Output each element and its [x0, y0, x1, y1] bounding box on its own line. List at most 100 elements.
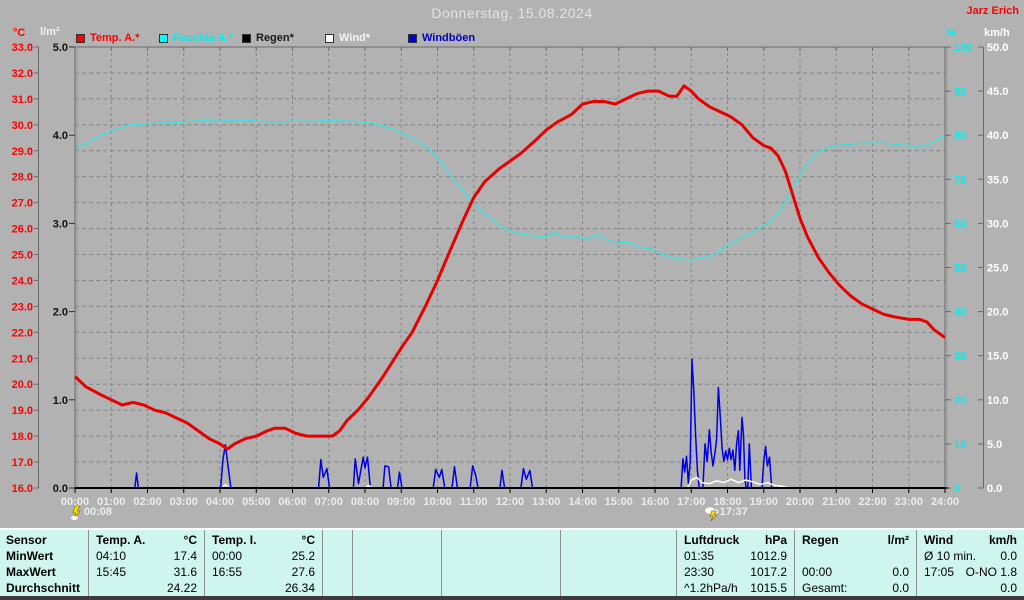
svg-text:70: 70	[954, 174, 966, 186]
series-wind_gusts	[75, 358, 945, 489]
stats-cell	[323, 580, 352, 596]
event-marker: 17:37	[704, 506, 748, 521]
stats-col-luftdruck: Luftdruck hPa 01:35 1012.9 23:30 1017.2 ^1.2hP…	[676, 530, 794, 596]
stats-cell	[323, 548, 352, 564]
stats-cell	[442, 532, 560, 548]
stats-col-empty-5	[560, 530, 676, 596]
page-title: Donnerstag, 15.08.2024	[431, 5, 593, 21]
stats-cell: Gesamt: 0.0	[802, 581, 909, 595]
gusts-series-swatch-icon	[408, 33, 417, 43]
svg-text:16:00: 16:00	[641, 496, 669, 508]
svg-text:0.0: 0.0	[987, 483, 1002, 495]
wind-axis-unit: km/h	[984, 27, 1010, 39]
series-humidity	[74, 119, 946, 261]
svg-text:17.0: 17.0	[12, 457, 33, 469]
legend-label: Feuchte A.*	[173, 32, 234, 44]
svg-text:20.0: 20.0	[987, 307, 1008, 319]
stats-cell: 01:35 1012.9	[684, 549, 787, 563]
svg-text:1.0: 1.0	[53, 395, 68, 407]
cloud-lightning-icon	[704, 507, 719, 521]
stats-cell: 16:55 27.6	[212, 565, 315, 579]
svg-text:24:00: 24:00	[931, 496, 959, 508]
legend-label: Temp. A.*	[90, 32, 140, 44]
weather-chart: 33.0 32.0 31.0 30.0 29.0 28.0 27.0 26.0 25.0 24.0…	[12, 42, 1009, 508]
svg-text:40.0: 40.0	[987, 130, 1008, 142]
stats-cell	[561, 564, 676, 580]
chart-legend: Temp. A.* Feuchte A.* Regen* Wind* Windb…	[76, 32, 491, 44]
svg-text:80: 80	[954, 130, 966, 142]
svg-text:15:00: 15:00	[605, 496, 633, 508]
legend-item-wind: Wind*	[325, 32, 408, 44]
svg-text:13:00: 13:00	[532, 496, 560, 508]
svg-text:19.0: 19.0	[12, 405, 33, 417]
svg-text:05:00: 05:00	[242, 496, 270, 508]
stats-cell	[353, 580, 441, 596]
stats-cell: 17:05 O-NO 1.8	[924, 565, 1017, 579]
svg-text:23.0: 23.0	[12, 301, 33, 313]
stats-row-labels: Sensor MinWert MaxWert Durchschnitt	[0, 530, 88, 596]
stats-row-label: MaxWert	[6, 565, 56, 579]
stats-table: Sensor MinWert MaxWert Durchschnitt Temp. A.…	[0, 528, 1024, 596]
svg-text:23:00: 23:00	[895, 496, 923, 508]
legend-label: Wind*	[339, 32, 371, 44]
svg-text:18:00: 18:00	[713, 496, 741, 508]
event-marker-time: 17:37	[719, 506, 748, 518]
svg-text:12:00: 12:00	[496, 496, 524, 508]
legend-item-gusts: Windböen	[408, 32, 491, 44]
stats-cell	[442, 564, 560, 580]
svg-text:10: 10	[954, 439, 966, 451]
svg-text:20.0: 20.0	[12, 379, 33, 391]
svg-text:22.0: 22.0	[12, 327, 33, 339]
svg-text:02:00: 02:00	[133, 496, 161, 508]
humidity-axis-unit: %	[946, 27, 956, 39]
stats-cell	[353, 548, 441, 564]
svg-text:21.0: 21.0	[12, 353, 33, 365]
stats-cell: Luftdruck hPa	[684, 533, 787, 547]
stats-cell	[795, 548, 916, 564]
svg-text:10:00: 10:00	[423, 496, 451, 508]
event-marker-time: 00:08	[83, 506, 112, 518]
rain-series-swatch-icon	[242, 33, 251, 43]
svg-text:3.0: 3.0	[53, 218, 68, 230]
svg-text:40: 40	[954, 307, 966, 319]
wind-series-swatch-icon	[325, 33, 334, 43]
svg-text:19:00: 19:00	[750, 496, 778, 508]
svg-text:14:00: 14:00	[568, 496, 596, 508]
svg-text:27.0: 27.0	[12, 198, 33, 210]
svg-text:20:00: 20:00	[786, 496, 814, 508]
stats-col-empty-2	[322, 530, 352, 596]
svg-text:45.0: 45.0	[987, 86, 1008, 98]
stats-col-regen: Regen l/m² 00:00 0.0 Gesamt: 0.0	[794, 530, 916, 596]
legend-label: Regen*	[256, 32, 294, 44]
temp-axis-unit: °C	[13, 27, 26, 39]
svg-text:06:00: 06:00	[278, 496, 306, 508]
svg-text:08:00: 08:00	[351, 496, 379, 508]
svg-text:5.0: 5.0	[987, 439, 1002, 451]
svg-text:31.0: 31.0	[12, 94, 33, 106]
stats-col-temp-i-: Temp. I. °C 00:00 25.2 16:55 27.6 26.34	[204, 530, 322, 596]
svg-text:11:00: 11:00	[460, 496, 488, 508]
svg-text:10.0: 10.0	[987, 395, 1008, 407]
stats-cell: 15:45 31.6	[96, 565, 197, 579]
svg-text:0: 0	[954, 483, 960, 495]
stats-cell	[442, 580, 560, 596]
station-name: Jarz Erich	[966, 5, 1019, 17]
stats-cell: 0.0	[1000, 581, 1017, 595]
svg-text:29.0: 29.0	[12, 146, 33, 158]
stats-col-empty-3	[352, 530, 441, 596]
stats-row-label: MinWert	[6, 549, 54, 563]
lightning-down-icon	[70, 506, 81, 520]
svg-text:33.0: 33.0	[12, 42, 33, 54]
svg-text:20: 20	[954, 395, 966, 407]
svg-text:17:00: 17:00	[677, 496, 705, 508]
svg-text:18.0: 18.0	[12, 431, 33, 443]
stats-row-label: Sensor	[6, 533, 47, 547]
temp-series-swatch-icon	[76, 33, 85, 43]
svg-text:100: 100	[954, 42, 972, 54]
stats-cell: Ø 10 min. 0.0	[924, 549, 1017, 563]
svg-text:00:00: 00:00	[61, 496, 89, 508]
stats-cell: Temp. A. °C	[96, 533, 197, 547]
svg-text:26.0: 26.0	[12, 224, 33, 236]
svg-text:16.0: 16.0	[12, 483, 33, 495]
svg-text:30: 30	[954, 351, 966, 363]
